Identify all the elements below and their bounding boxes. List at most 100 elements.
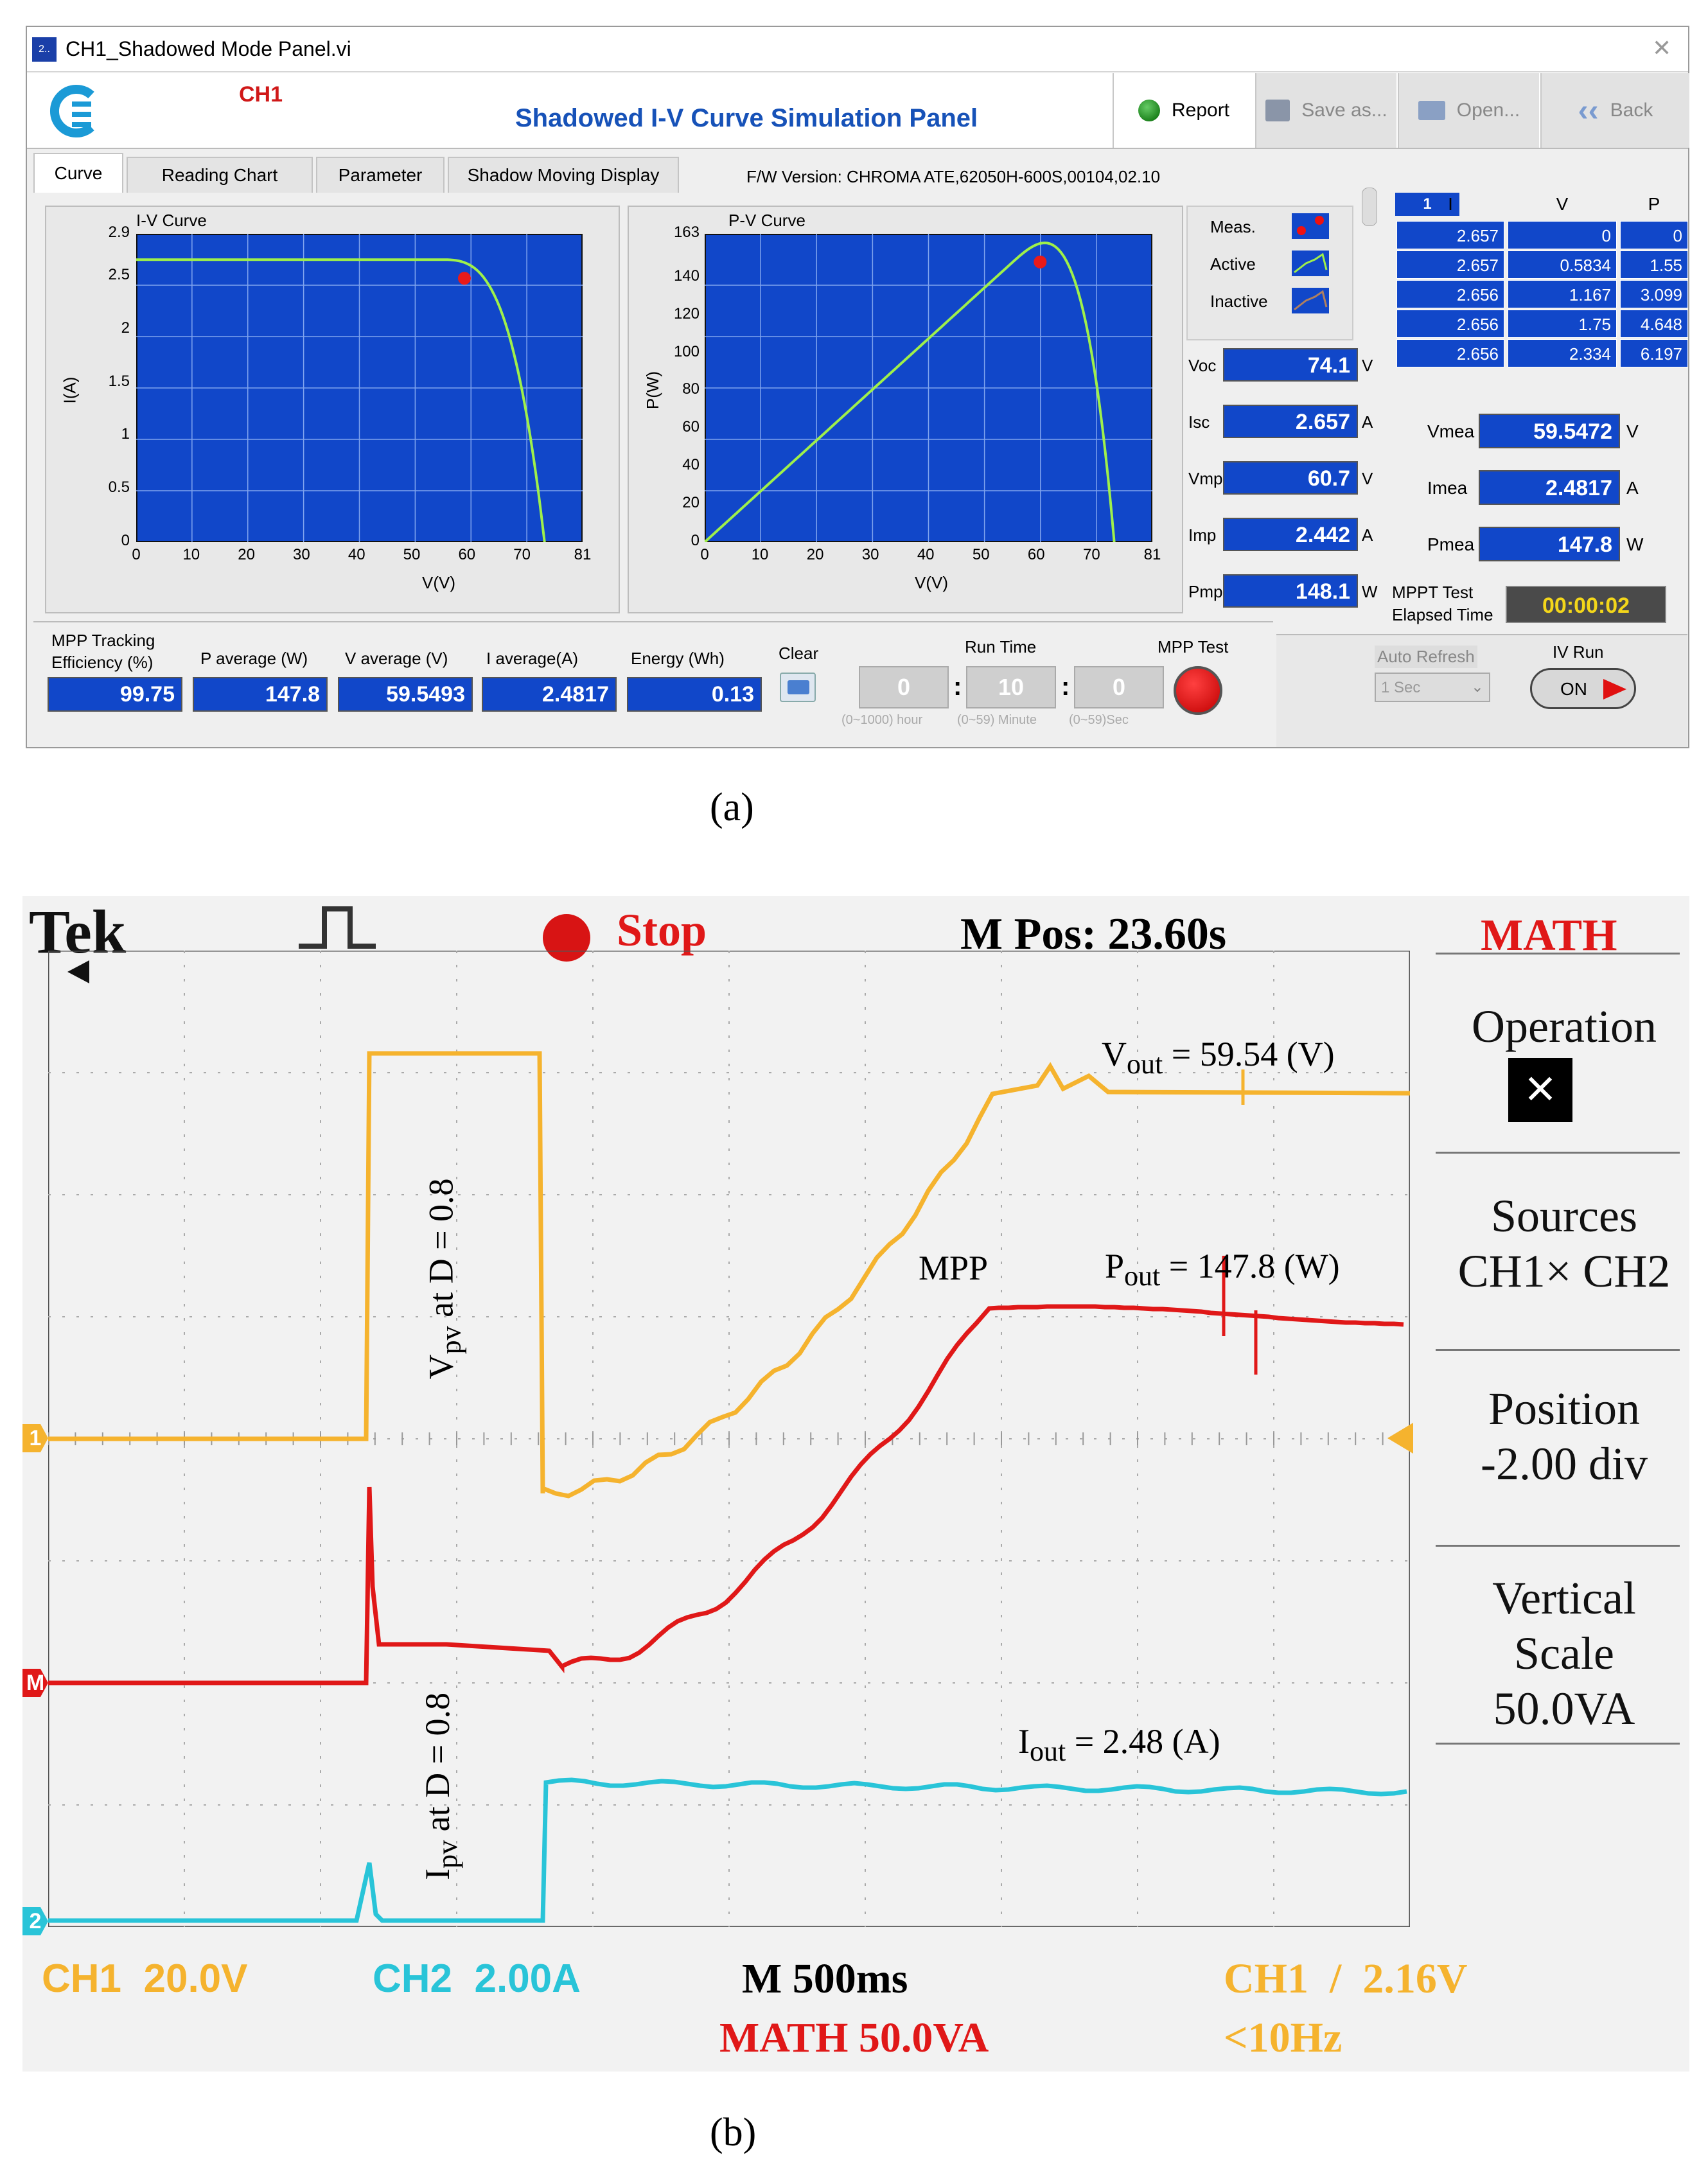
mpp-test-button[interactable] <box>1174 666 1222 715</box>
vpv-annotation-symbol: V <box>421 1354 461 1380</box>
refresh-interval-value: 1 Sec <box>1381 679 1421 696</box>
tab-shadow-moving-display[interactable]: Shadow Moving Display <box>448 157 679 193</box>
minutes-input[interactable]: 10 <box>966 666 1056 708</box>
tab-curve[interactable]: Curve <box>33 153 123 193</box>
acquisition-state: Stop <box>617 904 707 956</box>
measured-unit-pmea: W <box>1626 534 1644 554</box>
table-cell: 3.099 <box>1620 280 1688 308</box>
scope-graticule <box>48 951 1410 1927</box>
pout-annotation-symbol: P <box>1105 1247 1125 1285</box>
clear-button[interactable] <box>780 673 816 702</box>
vout-annotation-value: = 59.54 (V) <box>1163 1035 1335 1073</box>
reading-value-imp: 2.442 <box>1223 518 1358 551</box>
math-power-trace <box>48 1304 1404 1685</box>
menu-vscale-line-1: Vertical <box>1492 1572 1636 1624</box>
reading-label-vmp: Vmp <box>1188 469 1223 488</box>
table-cell: 2.656 <box>1396 310 1504 338</box>
table-cell: 1.55 <box>1620 251 1688 279</box>
report-button[interactable]: Report <box>1113 73 1254 148</box>
iv-run-toggle[interactable]: ON <box>1530 668 1636 709</box>
chevron-down-icon: ⌄ <box>1470 678 1484 696</box>
menu-separator-3 <box>1436 1349 1680 1351</box>
iv-ytick-label: 0 <box>121 532 130 549</box>
table-scrollbar[interactable] <box>1362 188 1377 226</box>
table-index[interactable]: 1 <box>1395 193 1459 216</box>
ch1-ground-marker: 1 <box>22 1424 48 1452</box>
mppt-time-label-2: Elapsed Time <box>1392 605 1493 624</box>
iv-active-curve <box>136 258 546 542</box>
pv-ylabel: P(W) <box>643 371 663 410</box>
iv-ytick-label: 1.5 <box>108 372 130 390</box>
menu-position[interactable]: Position -2.00 div <box>1452 1381 1677 1491</box>
pv-chart-title: P-V Curve <box>728 211 806 230</box>
iv-xtick-label: 70 <box>513 546 531 563</box>
pv-xtick-label: 81 <box>1143 546 1161 563</box>
mpp-annotation: MPP <box>919 1249 989 1287</box>
menu-operation[interactable]: Operation <box>1452 999 1677 1054</box>
pv-ytick-label: 120 <box>673 304 700 322</box>
measured-unit-vmea: V <box>1626 421 1639 441</box>
energy-label: Energy (Wh) <box>631 649 725 668</box>
reading-unit-voc: V <box>1362 356 1373 375</box>
reading-value-voc: 74.1 <box>1223 348 1358 382</box>
iv-ytick-label: 2.9 <box>108 224 130 241</box>
table-cell: 1.167 <box>1508 280 1617 308</box>
panel-header: CH1 Shadowed I-V Curve Simulation Panel … <box>27 73 1689 149</box>
plot-legend: Meas. Active Inactive <box>1186 206 1353 340</box>
tab-parameter[interactable]: Parameter <box>316 157 445 193</box>
seconds-input[interactable]: 0 <box>1074 666 1164 708</box>
table-cell: 2.656 <box>1396 339 1504 367</box>
ipv-annotation: Ipv at D = 0.8 <box>418 1693 464 1880</box>
iv-ytick-label: 0.5 <box>108 479 130 497</box>
save-as-button[interactable]: Save as... <box>1255 73 1396 148</box>
iv-ytick-label: 2 <box>121 319 130 337</box>
menu-sources[interactable]: Sources CH1× CH2 <box>1452 1188 1677 1299</box>
table-cell: 1.75 <box>1508 310 1617 338</box>
close-icon[interactable]: ✕ <box>1652 35 1672 61</box>
chroma-logo-icon <box>50 85 94 137</box>
table-cell: 2.656 <box>1396 280 1504 308</box>
menu-vscale-line-2: Scale <box>1514 1628 1614 1679</box>
refresh-interval-select[interactable]: 1 Sec ⌄ <box>1375 673 1490 702</box>
eraser-icon <box>788 680 809 694</box>
caption-a: (a) <box>710 786 754 829</box>
time-colon-2: : <box>1061 673 1070 701</box>
tek-logo: Tek <box>29 897 127 966</box>
mpp-test-label: MPP Test <box>1158 637 1229 656</box>
legend-meas-swatch <box>1292 213 1329 239</box>
math-scale: MATH 50.0VA <box>719 2014 989 2061</box>
fw-version: F/W Version: CHROMA ATE,62050H-600S,0010… <box>746 167 1161 186</box>
iv-chart-frame: I-V Curve I(A) V(V) 2.9 2.5 2 1.5 1 0.5 0 0 10 20… <box>45 206 620 613</box>
hours-input[interactable]: 0 <box>859 666 949 708</box>
iv-chart-title: I-V Curve <box>136 211 207 230</box>
reading-value-pmp: 148.1 <box>1223 574 1358 608</box>
open-button[interactable]: Open... <box>1398 73 1539 148</box>
reading-unit-pmp: W <box>1362 582 1378 601</box>
legend-inactive-label: Inactive <box>1210 292 1268 311</box>
stop-indicator-icon <box>543 914 590 962</box>
minutes-hint: (0~59) Minute <box>957 713 1037 727</box>
table-cell: 0 <box>1620 221 1688 249</box>
iout-annotation-subscript: out <box>1029 1735 1066 1767</box>
tab-reading-chart[interactable]: Reading Chart <box>127 157 313 193</box>
back-button[interactable]: ‹‹ Back <box>1540 73 1689 148</box>
v-average-label: V average (V) <box>345 649 448 668</box>
menu-vertical-scale[interactable]: Vertical Scale 50.0VA <box>1452 1570 1677 1736</box>
reading-value-vmp: 60.7 <box>1223 461 1358 495</box>
reading-label-voc: Voc <box>1188 356 1217 375</box>
timebase: M 500ms <box>742 1955 908 2002</box>
measured-label-imea: Imea <box>1427 478 1468 498</box>
iv-run-on-label: ON <box>1560 679 1587 699</box>
table-cell: 6.197 <box>1620 339 1688 367</box>
pv-xtick-label: 0 <box>700 546 709 563</box>
table-cell: 0 <box>1508 221 1617 249</box>
ch1-scale: CH1 20.0V <box>42 1957 248 2001</box>
channel-label: CH1 <box>239 82 283 107</box>
trigger-level: CH1 / 2.16V <box>1224 1955 1468 2002</box>
table-cell: 4.648 <box>1620 310 1688 338</box>
reading-label-imp: Imp <box>1188 525 1217 545</box>
i-average-value: 2.4817 <box>482 677 617 712</box>
reading-label-pmp: Pmp <box>1188 582 1223 601</box>
reading-unit-isc: A <box>1362 412 1373 432</box>
iv-xtick-label: 81 <box>574 546 592 563</box>
